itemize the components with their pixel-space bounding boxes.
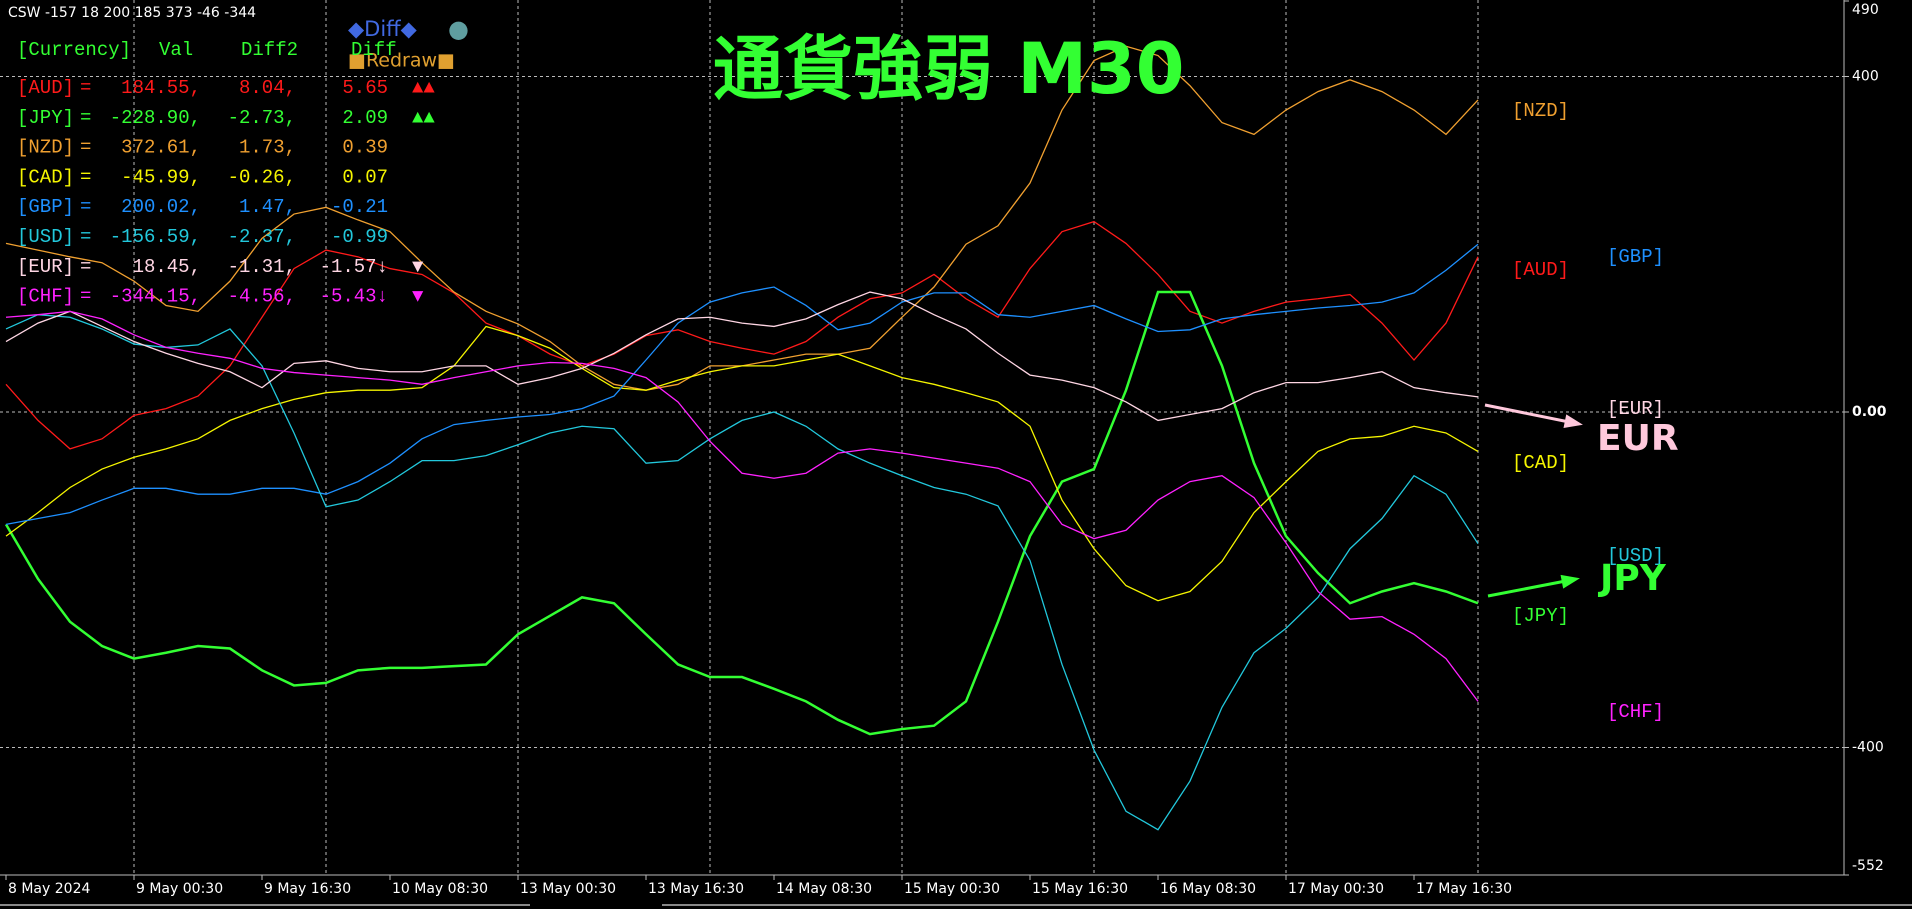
currency-tag: [CAD] <box>1512 452 1569 474</box>
row-currency: [USD] <box>17 226 74 248</box>
x-tick-label: 15 May 00:30 <box>904 881 1000 897</box>
row-diff2: -1.31, <box>228 256 296 278</box>
row-diff2: -2.73, <box>228 107 296 129</box>
currency-tag: [EUR] <box>1607 398 1664 420</box>
row-val: -344.15, <box>110 286 201 308</box>
series-line <box>5 243 1479 526</box>
currency-tag: [JPY] <box>1512 605 1569 627</box>
currency-tag: [AUD] <box>1512 259 1569 281</box>
row-val: 200.02, <box>121 196 201 218</box>
currency-tag: [USD] <box>1607 545 1664 567</box>
row-diff2: 8.04, <box>239 77 296 99</box>
row-eq: = <box>80 226 91 248</box>
annotation-arrowhead <box>1560 574 1580 589</box>
row-currency: [NZD] <box>17 137 74 159</box>
row-eq: = <box>80 77 91 99</box>
series-line <box>5 325 1479 602</box>
y-tick-label: -400 <box>1852 740 1884 756</box>
x-tick-label: 17 May 00:30 <box>1288 881 1384 897</box>
annotation-label: JPY <box>1597 558 1667 599</box>
x-tick-label: 16 May 08:30 <box>1160 881 1256 897</box>
row-val: -45.99, <box>121 166 201 188</box>
row-eq: = <box>80 196 91 218</box>
currency-tag: [NZD] <box>1512 100 1569 122</box>
series-line <box>5 220 1479 450</box>
row-diff: 2.09 <box>342 107 388 129</box>
row-eq: = <box>80 166 91 188</box>
x-tick-label: 13 May 16:30 <box>648 881 744 897</box>
currency-tag: [CHF] <box>1607 701 1664 723</box>
column-header: [Currency] <box>17 39 131 61</box>
series-line <box>5 310 1479 702</box>
grid: 490 400 0.00 -400 -552 8 May 2024 9 May 00:30 9… <box>0 0 1887 897</box>
row-signal: ▲▲ <box>412 77 435 99</box>
annotation-label: EUR <box>1597 418 1679 459</box>
row-currency: [JPY] <box>17 107 74 129</box>
row-diff2: -2.37, <box>228 226 296 248</box>
row-diff: 5.65 <box>342 77 388 99</box>
row-val: 18.45, <box>133 256 201 278</box>
row-eq: = <box>80 107 91 129</box>
row-diff2: -4.56, <box>228 286 296 308</box>
row-val: -228.90, <box>110 107 201 129</box>
row-signal: ▼ <box>412 256 424 278</box>
y-tick-label: 0.00 <box>1852 404 1887 420</box>
x-tick-label: 15 May 16:30 <box>1032 881 1128 897</box>
currency-tag: [GBP] <box>1607 246 1664 268</box>
overlay: CSW -157 18 200 185 373 -46 -344 ◆Diff◆ … <box>8 5 1679 723</box>
y-tick-label: 400 <box>1852 68 1879 84</box>
diff-button[interactable]: ◆Diff◆ <box>348 17 418 41</box>
series-line <box>5 314 1479 831</box>
circle-button[interactable]: ● <box>448 15 469 43</box>
x-tick-label: 9 May 16:30 <box>264 881 351 897</box>
row-diff: -0.99 <box>331 226 388 248</box>
row-val: 372.61, <box>121 137 201 159</box>
y-tick-label: 490 <box>1852 2 1879 18</box>
x-tick-label: 13 May 00:30 <box>520 881 616 897</box>
annotation-arrow <box>1487 577 1577 598</box>
x-tick-label: 14 May 08:30 <box>776 881 872 897</box>
row-val: -156.59, <box>110 226 201 248</box>
row-diff2: 1.47, <box>239 196 296 218</box>
row-signal: ▲▲ <box>412 107 435 129</box>
row-eq: = <box>80 286 91 308</box>
x-tick-label: 17 May 16:30 <box>1416 881 1512 897</box>
row-signal: ▼ <box>412 286 424 308</box>
row-diff: 0.39 <box>342 137 388 159</box>
redraw-button[interactable]: ■Redraw■ <box>348 50 455 72</box>
row-diff: -1.57↓ <box>320 256 388 278</box>
annotation-arrowhead <box>1563 414 1583 428</box>
row-diff: 0.07 <box>342 166 388 188</box>
series-line <box>5 291 1479 422</box>
row-diff2: 1.73, <box>239 137 296 159</box>
row-diff2: -0.26, <box>228 166 296 188</box>
series-line <box>4 290 1479 736</box>
column-header: Diff2 <box>241 39 298 61</box>
column-header: Diff <box>351 39 397 61</box>
row-currency: [AUD] <box>17 77 74 99</box>
chart-title: 通貨強弱 M30 <box>713 28 1184 110</box>
y-tick-label: -552 <box>1852 858 1884 874</box>
x-tick-label: 8 May 2024 <box>8 881 90 897</box>
annotation-arrow <box>1484 403 1580 426</box>
row-diff: -5.43↓ <box>320 286 388 308</box>
row-currency: [CHF] <box>17 286 74 308</box>
row-eq: = <box>80 256 91 278</box>
row-currency: [EUR] <box>17 256 74 278</box>
x-tick-label: 9 May 00:30 <box>136 881 223 897</box>
row-eq: = <box>80 137 91 159</box>
x-tick-label: 10 May 08:30 <box>392 881 488 897</box>
lines <box>4 45 1479 831</box>
indicator-header: CSW -157 18 200 185 373 -46 -344 <box>8 5 256 21</box>
row-currency: [GBP] <box>17 196 74 218</box>
row-currency: [CAD] <box>17 166 74 188</box>
row-val: 184.55, <box>121 77 201 99</box>
column-header: Val <box>159 39 193 61</box>
row-diff: -0.21 <box>331 196 388 218</box>
